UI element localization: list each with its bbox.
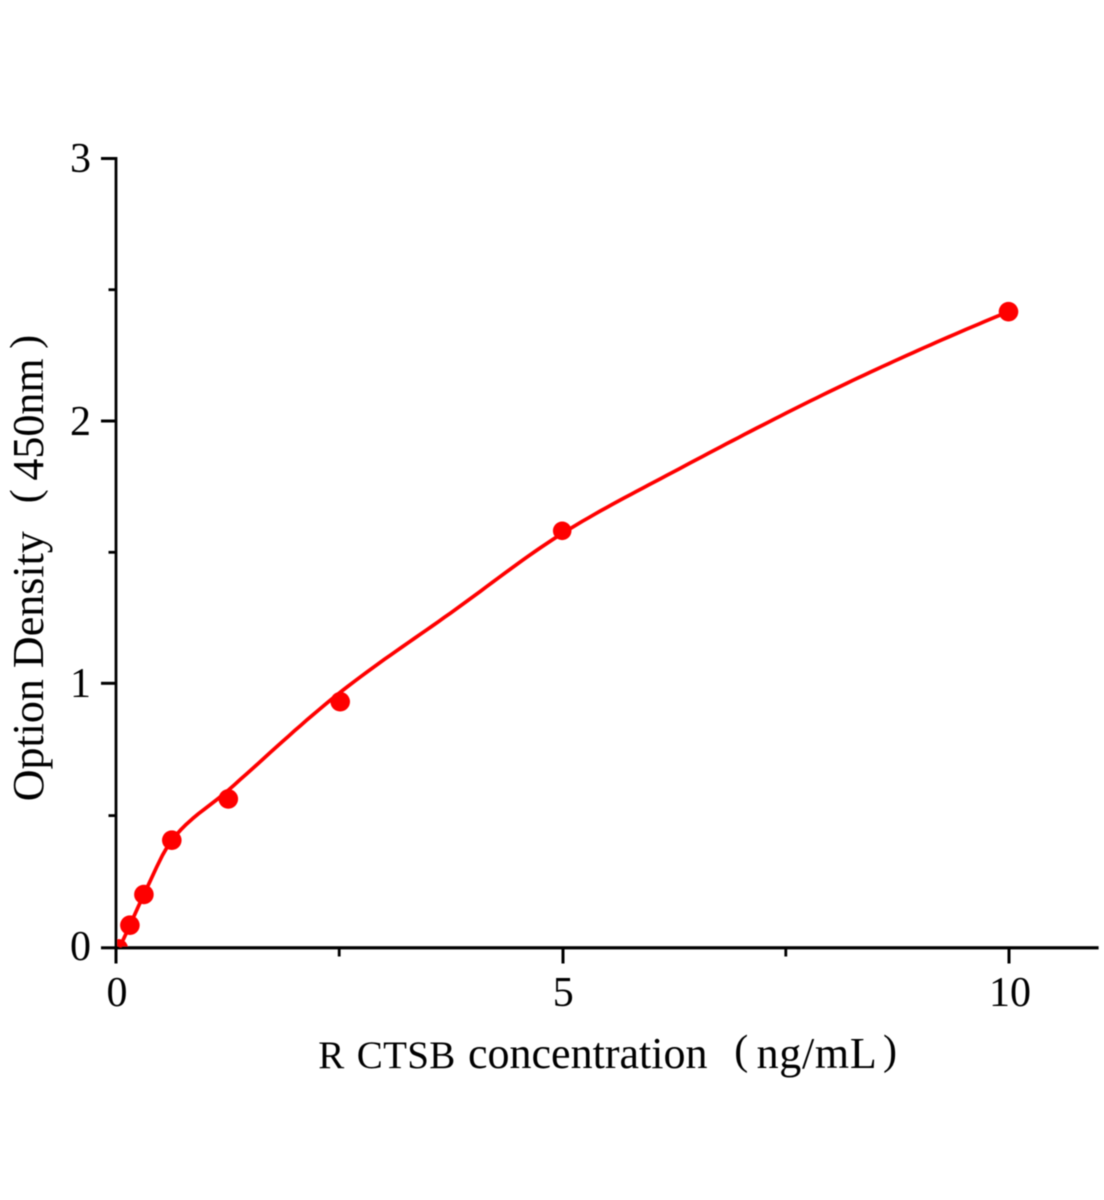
svg-text:10: 10 (989, 970, 1031, 1016)
svg-text:2: 2 (70, 399, 91, 445)
svg-text:1: 1 (70, 661, 91, 707)
svg-text:Option Density(450nm): Option Density(450nm) (3, 335, 53, 801)
svg-text:3: 3 (70, 136, 91, 182)
svg-text:0: 0 (70, 924, 91, 970)
svg-text:0: 0 (107, 970, 128, 1016)
svg-text:5: 5 (553, 970, 574, 1016)
